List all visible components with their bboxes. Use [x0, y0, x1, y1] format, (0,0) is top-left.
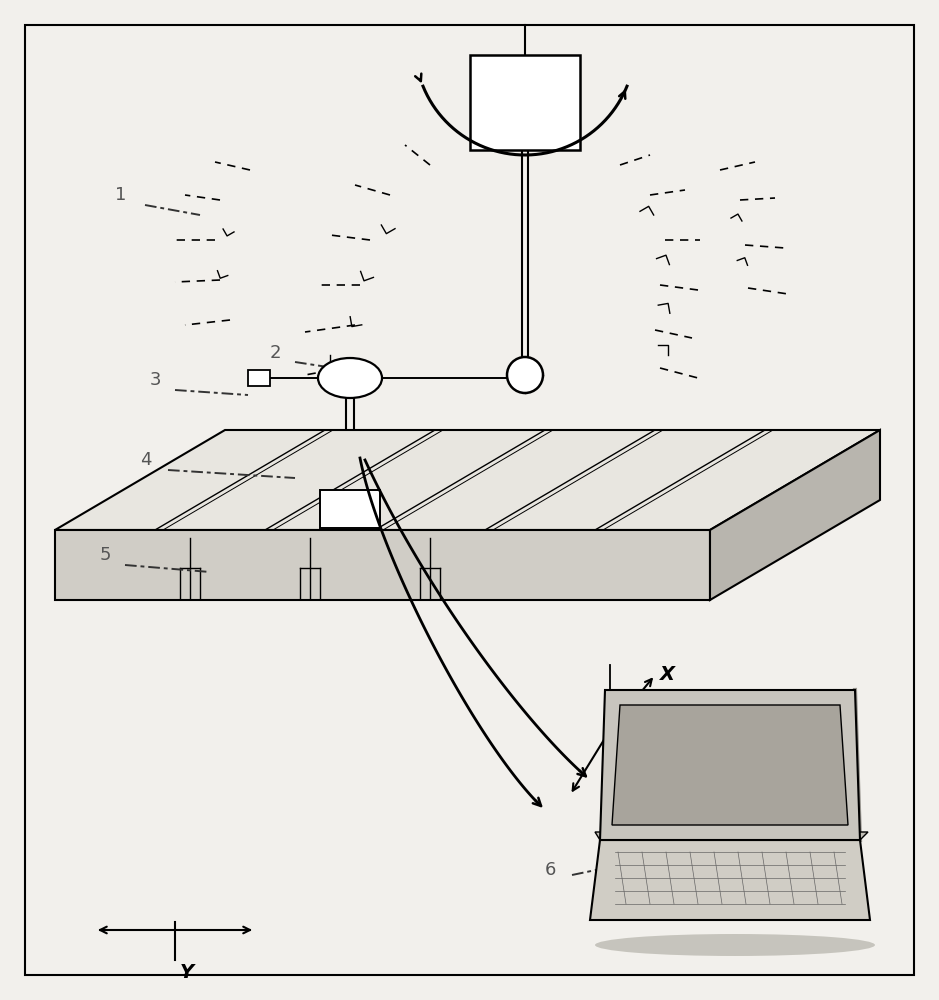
Polygon shape: [470, 55, 580, 150]
Polygon shape: [55, 430, 880, 530]
Text: 5: 5: [100, 546, 112, 564]
Text: Y: Y: [180, 963, 194, 982]
Polygon shape: [590, 840, 870, 920]
Polygon shape: [710, 430, 880, 600]
Text: +A: +A: [430, 0, 455, 4]
Text: 6: 6: [545, 861, 557, 879]
Text: -A: -A: [570, 0, 588, 4]
Text: 4: 4: [140, 451, 151, 469]
Text: 3: 3: [150, 371, 162, 389]
Circle shape: [507, 357, 543, 393]
Ellipse shape: [595, 934, 875, 956]
Polygon shape: [600, 690, 860, 840]
Text: 1: 1: [115, 186, 127, 204]
Polygon shape: [320, 490, 380, 528]
Ellipse shape: [318, 358, 382, 398]
Polygon shape: [612, 705, 848, 825]
Polygon shape: [595, 832, 868, 840]
Text: 2: 2: [270, 344, 282, 362]
Polygon shape: [55, 530, 710, 600]
Text: X: X: [660, 665, 675, 684]
Polygon shape: [248, 370, 270, 386]
